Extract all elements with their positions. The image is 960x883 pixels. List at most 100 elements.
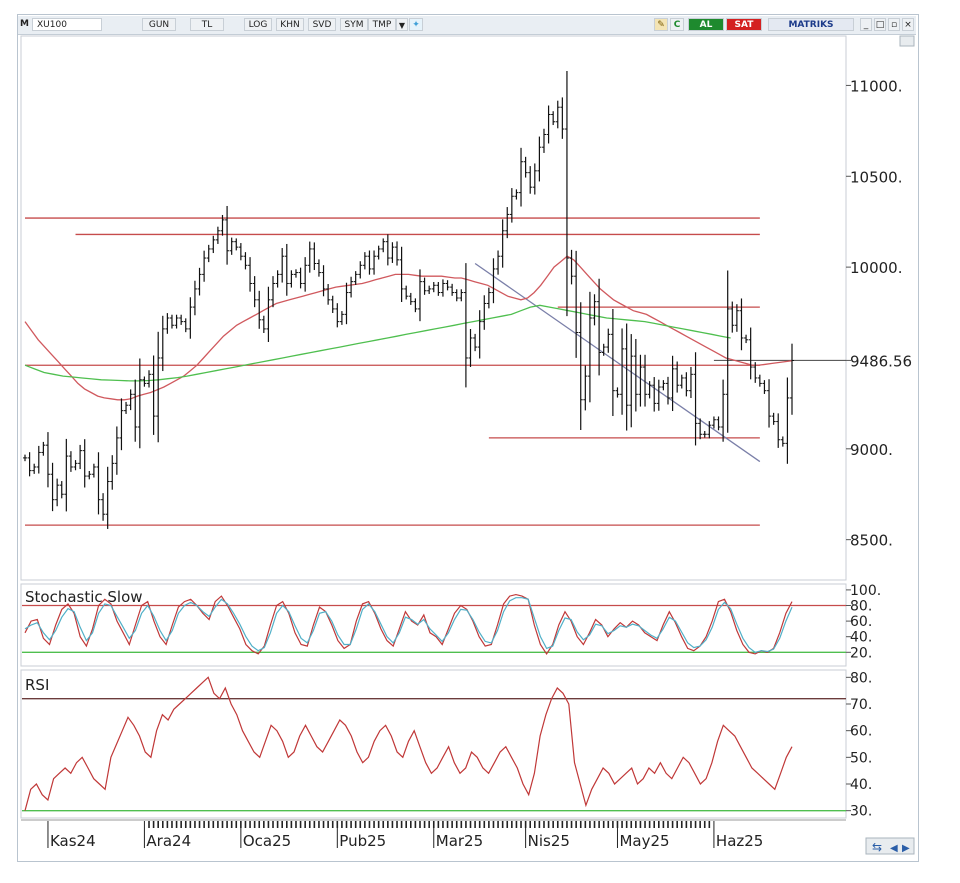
ohlc-bar (427, 285, 432, 295)
ohlc-bar (450, 283, 455, 296)
ohlc-bar (528, 166, 533, 194)
ohlc-bar (638, 354, 643, 407)
pencil-icon[interactable]: ✎ (654, 18, 668, 31)
ohlc-bar (211, 235, 216, 254)
ohlc-bar (395, 241, 400, 266)
ohlc-bar (151, 355, 156, 435)
ohlc-bar (757, 374, 762, 387)
x-tick-label: Pub25 (339, 832, 386, 850)
buy-button[interactable]: AL (688, 18, 724, 31)
khn-button[interactable]: KHN (276, 18, 304, 31)
rsi-y-tick-label: 60. (850, 724, 872, 740)
price-panel-frame (20, 35, 847, 581)
ohlc-bar (197, 267, 202, 296)
ohlc-bar (574, 250, 579, 358)
ohlc-bar (101, 493, 106, 521)
ohlc-bar (496, 250, 501, 275)
scale-toggle-icon[interactable] (899, 35, 915, 47)
maximize-icon[interactable]: □ (874, 18, 886, 31)
ohlc-bar (147, 370, 152, 388)
ohlc-bar (91, 463, 96, 478)
ohlc-bar (688, 366, 693, 399)
rsi-y-tick-label: 30. (850, 804, 872, 820)
ohlc-bar (266, 286, 271, 342)
ohlc-bar (665, 376, 670, 405)
ohlc-bar (293, 269, 298, 278)
tmp-button[interactable]: TMP (368, 18, 396, 31)
ohlc-bar (661, 380, 666, 391)
ohlc-bar (55, 478, 60, 507)
sym-button[interactable]: SYM (340, 18, 368, 31)
scroll-right-icon[interactable]: ▶ (902, 843, 910, 854)
ohlc-bar (725, 270, 730, 433)
ohlc-bar (312, 242, 317, 271)
ohlc-bar (206, 244, 211, 263)
trendline (474, 262, 761, 463)
scroll-left-icon[interactable]: ◀ (890, 843, 898, 854)
rsi-series-line (24, 676, 793, 811)
ohlc-bar (776, 413, 781, 448)
ohlc-bar (335, 303, 340, 328)
twitter-bird-icon[interactable]: ✦ (409, 18, 423, 31)
minimize-icon[interactable]: _ (860, 18, 872, 31)
ohlc-bar (160, 315, 165, 372)
ohlc-bar (381, 238, 386, 253)
ohlc-bar (248, 257, 253, 292)
scroll-controls (865, 837, 915, 855)
ohlc-bar (110, 455, 115, 490)
ohlc-bar (519, 147, 524, 207)
ohlc-bar (624, 323, 629, 431)
rsi-y-tick-label: 70. (850, 697, 872, 713)
ohlc-bar (587, 291, 592, 403)
ohlc-bar (698, 418, 703, 440)
ohlc-bar (243, 252, 248, 270)
x-tick-label: Ara24 (146, 832, 191, 850)
ohlc-bar (188, 297, 193, 339)
refresh-c-button[interactable]: C (670, 18, 684, 31)
ohlc-bar (647, 381, 652, 399)
period-button[interactable]: GUN (142, 18, 176, 31)
ohlc-bar (45, 432, 50, 488)
ohlc-bar (252, 276, 257, 308)
ohlc-bar (785, 377, 790, 464)
sell-button[interactable]: SAT (726, 18, 762, 31)
ohlc-bar (440, 279, 445, 297)
rsi-title: RSI (25, 676, 49, 694)
log-button[interactable]: LOG (244, 18, 272, 31)
ohlc-bar (73, 460, 78, 471)
ohlc-bar (128, 389, 133, 411)
ohlc-bar (541, 128, 546, 153)
ohlc-bar (372, 250, 377, 275)
ohlc-bar (179, 314, 184, 325)
ohlc-bar (316, 259, 321, 277)
svd-button[interactable]: SVD (308, 18, 336, 31)
ohlc-bar (174, 314, 179, 329)
ohlc-bar (422, 277, 427, 295)
currency-button[interactable]: TL (190, 18, 224, 31)
ohlc-bar (59, 481, 64, 499)
y-tick-label: 9000. (850, 441, 893, 459)
stochastic-y-tick-label: 40. (850, 630, 872, 646)
ohlc-bar (408, 292, 413, 305)
ohlc-bar (468, 328, 473, 367)
symbol-field[interactable]: XU100 (32, 18, 102, 31)
ohlc-bar (124, 401, 129, 414)
ohlc-bar (546, 105, 551, 144)
menu-m-label[interactable]: M (20, 19, 29, 29)
ohlc-bar (220, 214, 225, 236)
ohlc-bar (321, 265, 326, 297)
stochastic-panel-frame (20, 583, 847, 667)
ohlc-bar (234, 238, 239, 251)
ohlc-bar (767, 379, 772, 428)
ohlc-bar (445, 280, 450, 291)
moving-average-red-line (24, 255, 793, 401)
ohlc-bar (537, 136, 542, 182)
close-icon[interactable]: × (902, 18, 914, 31)
stochastic-title: Stochastic Slow (25, 588, 143, 606)
ohlc-bar (303, 257, 308, 292)
dropdown-arrow-icon[interactable]: ▼ (396, 18, 408, 31)
ohlc-bar (41, 441, 46, 456)
restore-icon[interactable]: ▫ (888, 18, 900, 31)
swap-icon[interactable]: ⇆ (872, 840, 882, 854)
ohlc-bar (652, 377, 657, 412)
